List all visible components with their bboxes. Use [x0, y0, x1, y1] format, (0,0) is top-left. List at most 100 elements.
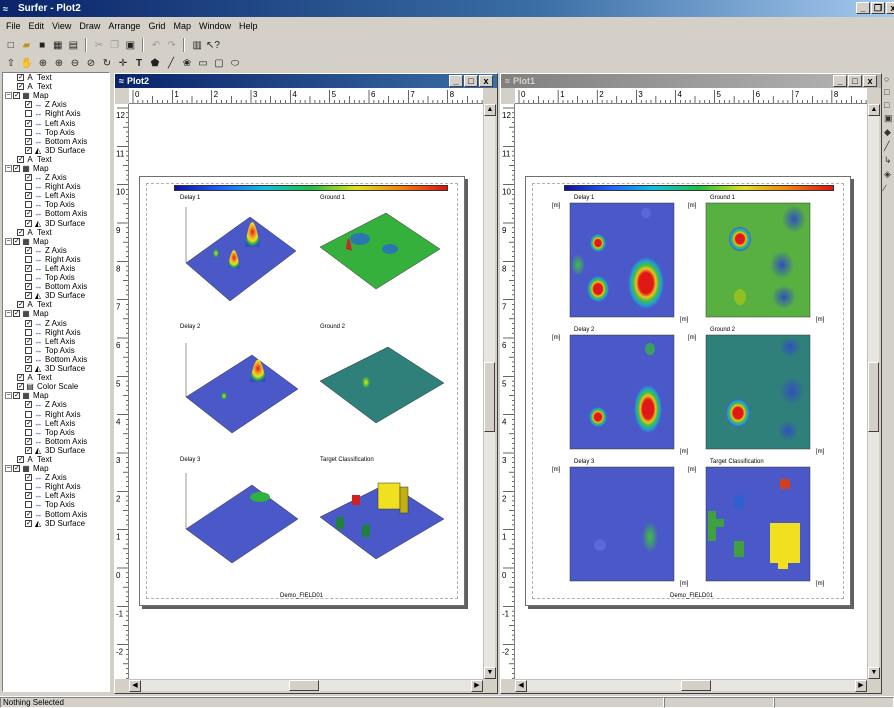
- visibility-checkbox[interactable]: [25, 483, 32, 491]
- zoom-rect-icon[interactable]: ⊘: [86, 57, 96, 69]
- open-icon[interactable]: ▰: [22, 39, 31, 51]
- zoom-fit-icon[interactable]: ⊕: [38, 57, 48, 69]
- scroll-left-button[interactable]: ◀: [129, 680, 141, 692]
- tree-item-z-axis[interactable]: ✓ ↔ Z Axis: [3, 319, 109, 328]
- toolbar-tool-icon[interactable]: ╱: [884, 141, 890, 151]
- tree-item-bottom-axis[interactable]: ✓ ↔ Bottom Axis: [3, 282, 109, 291]
- tree-item-text[interactable]: ✓ A Text: [3, 82, 109, 91]
- visibility-checkbox[interactable]: ✓: [25, 265, 32, 273]
- tree-item-map[interactable]: − ✓ ▦ Map: [3, 309, 109, 318]
- plot1-title-bar[interactable]: ≈ Plot1 _ □ x: [501, 74, 881, 88]
- visibility-checkbox[interactable]: [25, 346, 32, 354]
- zoom-out-icon[interactable]: ⊖: [70, 57, 80, 69]
- menu-grid[interactable]: Grid: [148, 21, 166, 31]
- tree-item-z-axis[interactable]: ✓ ↔ Z Axis: [3, 473, 109, 482]
- menu-help[interactable]: Help: [238, 21, 258, 31]
- tree-item-bottom-axis[interactable]: ✓ ↔ Bottom Axis: [3, 137, 109, 146]
- tree-item-left-axis[interactable]: ✓ ↔ Left Axis: [3, 264, 109, 273]
- tree-item-map[interactable]: − ✓ ▦ Map: [3, 91, 109, 100]
- zoom-in-icon[interactable]: ⊕: [54, 57, 64, 69]
- undo-icon[interactable]: ↶: [151, 39, 161, 51]
- visibility-checkbox[interactable]: ✓: [25, 510, 32, 518]
- cut-icon[interactable]: ✂: [94, 39, 104, 51]
- scroll-up-button[interactable]: ▲: [484, 104, 496, 116]
- plot1-vertical-scrollbar[interactable]: ▲ ▼: [867, 104, 880, 679]
- tree-item-map[interactable]: − ✓ ▦ Map: [3, 464, 109, 473]
- tree-item-right-axis[interactable]: ↔ Right Axis: [3, 482, 109, 491]
- tree-item-3d-surface[interactable]: ✓ ◭ 3D Surface: [3, 219, 109, 228]
- surface-delay2[interactable]: [185, 343, 299, 434]
- color-scale-bar[interactable]: [564, 185, 834, 191]
- surface-ground2[interactable]: [319, 346, 445, 424]
- expand-icon[interactable]: −: [5, 465, 12, 473]
- plot2-horizontal-scrollbar[interactable]: ◀ ▶: [129, 679, 483, 692]
- tree-item-right-axis[interactable]: ↔ Right Axis: [3, 109, 109, 118]
- visibility-checkbox[interactable]: ✓: [25, 437, 32, 445]
- tree-item-3d-surface[interactable]: ✓ ◭ 3D Surface: [3, 291, 109, 300]
- scroll-right-button[interactable]: ▶: [471, 680, 483, 692]
- visibility-checkbox[interactable]: [25, 328, 32, 336]
- select-icon[interactable]: ⇧: [6, 57, 16, 69]
- visibility-checkbox[interactable]: ✓: [25, 292, 32, 300]
- toolbar-tool-icon[interactable]: ↳: [884, 155, 892, 165]
- minimize-button[interactable]: _: [856, 2, 870, 14]
- scroll-down-button[interactable]: ▼: [484, 667, 496, 679]
- toolbar-tool-icon[interactable]: ◆: [884, 127, 891, 137]
- tree-item-right-axis[interactable]: ↔ Right Axis: [3, 255, 109, 264]
- print-setup-icon[interactable]: ▦: [53, 39, 63, 51]
- visibility-checkbox[interactable]: ✓: [17, 374, 24, 382]
- visibility-checkbox[interactable]: ✓: [25, 101, 32, 109]
- restore-button[interactable]: ❐: [871, 2, 885, 14]
- visibility-checkbox[interactable]: ✓: [25, 192, 32, 200]
- tree-item-map[interactable]: − ✓ ▦ Map: [3, 237, 109, 246]
- tree-item-top-axis[interactable]: ↔ Top Axis: [3, 346, 109, 355]
- expand-icon[interactable]: −: [5, 164, 12, 172]
- visibility-checkbox[interactable]: ✓: [25, 355, 32, 363]
- expand-icon[interactable]: −: [5, 92, 12, 100]
- plot2-vertical-scrollbar[interactable]: ▲ ▼: [483, 104, 496, 679]
- tree-item-3d-surface[interactable]: ✓ ◭ 3D Surface: [3, 146, 109, 155]
- paste-icon[interactable]: ▣: [125, 39, 136, 51]
- visibility-checkbox[interactable]: ✓: [25, 337, 32, 345]
- menu-file[interactable]: File: [6, 21, 21, 31]
- visibility-checkbox[interactable]: ✓: [13, 164, 20, 172]
- surface-target-classification[interactable]: [319, 482, 445, 560]
- new-icon[interactable]: □: [7, 39, 14, 51]
- toolbar-tool-icon[interactable]: □: [884, 87, 890, 97]
- plot1-minimize-button[interactable]: _: [833, 75, 847, 87]
- visibility-checkbox[interactable]: ✓: [13, 310, 20, 318]
- tree-item-top-axis[interactable]: ↔ Top Axis: [3, 428, 109, 437]
- contour-delay2[interactable]: [569, 334, 675, 450]
- visibility-checkbox[interactable]: ✓: [25, 365, 32, 373]
- scroll-thumb[interactable]: [289, 680, 319, 691]
- tree-item-left-axis[interactable]: ✓ ↔ Left Axis: [3, 118, 109, 128]
- menu-draw[interactable]: Draw: [79, 21, 101, 31]
- plot2-title-bar[interactable]: ≈ Plot2 _ □ x: [115, 74, 497, 88]
- tree-item-bottom-axis[interactable]: ✓ ↔ Bottom Axis: [3, 510, 109, 519]
- tree-item-bottom-axis[interactable]: ✓ ↔ Bottom Axis: [3, 355, 109, 364]
- visibility-checkbox[interactable]: [25, 183, 32, 191]
- menu-edit[interactable]: Edit: [28, 21, 45, 31]
- tree-item-right-axis[interactable]: ↔ Right Axis: [3, 328, 109, 337]
- tree-item-z-axis[interactable]: ✓ ↔ Z Axis: [3, 400, 109, 409]
- save-icon[interactable]: ■: [39, 39, 46, 51]
- contour-delay3[interactable]: [569, 466, 675, 582]
- tree-item-left-axis[interactable]: ✓ ↔ Left Axis: [3, 419, 109, 428]
- visibility-checkbox[interactable]: ✓: [25, 210, 32, 218]
- visibility-checkbox[interactable]: [25, 274, 32, 282]
- contour-delay1[interactable]: [569, 202, 675, 318]
- visibility-checkbox[interactable]: ✓: [25, 283, 32, 291]
- tree-item-color-scale[interactable]: ✓ ▤ Color Scale: [3, 382, 109, 391]
- text-icon[interactable]: T: [135, 57, 143, 69]
- pan-icon[interactable]: ✋: [20, 57, 34, 69]
- visibility-checkbox[interactable]: ✓: [25, 119, 32, 127]
- visibility-checkbox[interactable]: ✓: [17, 301, 24, 309]
- expand-icon[interactable]: −: [5, 392, 12, 400]
- visibility-checkbox[interactable]: ✓: [25, 492, 32, 500]
- visibility-checkbox[interactable]: ✓: [25, 474, 32, 482]
- scroll-right-button[interactable]: ▶: [855, 680, 867, 692]
- tree-item-map[interactable]: − ✓ ▦ Map: [3, 164, 109, 173]
- toolbar-tool-icon[interactable]: ◈: [884, 169, 891, 179]
- contour-ground2[interactable]: [705, 334, 811, 450]
